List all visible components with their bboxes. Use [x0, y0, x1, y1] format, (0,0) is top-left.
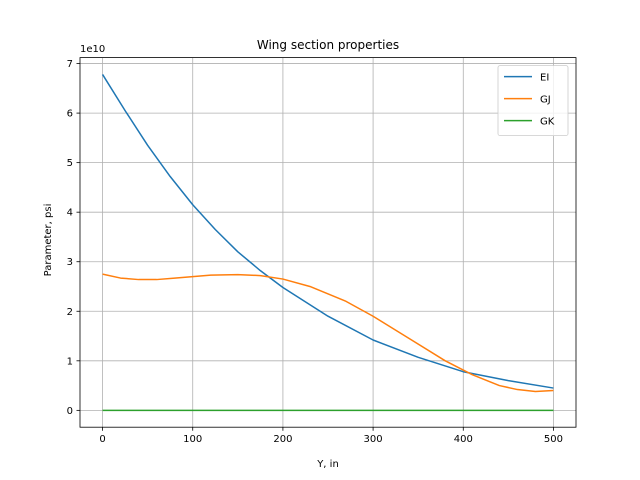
x-tick-label: 100 [183, 434, 202, 445]
x-tick-label: 0 [99, 434, 105, 445]
x-tick-label: 500 [544, 434, 563, 445]
legend-box [497, 65, 569, 136]
y-tick-label: 4 [67, 208, 73, 219]
axes-layer [79, 57, 577, 428]
legend-label-gk: GK [540, 117, 555, 128]
legend-label-gj: GJ [540, 95, 551, 106]
y-tick-label: 1 [67, 356, 73, 367]
legend: EI GJ GK [497, 65, 569, 136]
y-tick-label: 2 [67, 307, 73, 318]
y-tick-label: 5 [67, 158, 73, 169]
y-tick-label: 3 [67, 257, 73, 268]
ticks-layer: 0 100 200 300 400 500 0 1 2 3 4 5 6 7 [67, 59, 563, 445]
y-axis-label: Parameter, psi [43, 204, 54, 277]
chart-title: Wing section properties [257, 38, 399, 52]
series-line-ei [101, 74, 554, 389]
x-tick-label: 400 [454, 434, 473, 445]
series-line-gj [102, 273, 554, 393]
x-axis-label: Y, in [316, 459, 339, 470]
y-tick-label: 6 [67, 109, 73, 120]
series-layer [101, 74, 554, 412]
legend-label-ei: EI [540, 73, 549, 84]
y-tick-label: 0 [67, 406, 73, 417]
x-tick-label: 300 [364, 434, 383, 445]
plot-frame [79, 57, 577, 428]
x-tick-label: 200 [273, 434, 292, 445]
y-tick-label: 7 [67, 59, 73, 70]
y-scale-label: 1e10 [80, 44, 105, 55]
